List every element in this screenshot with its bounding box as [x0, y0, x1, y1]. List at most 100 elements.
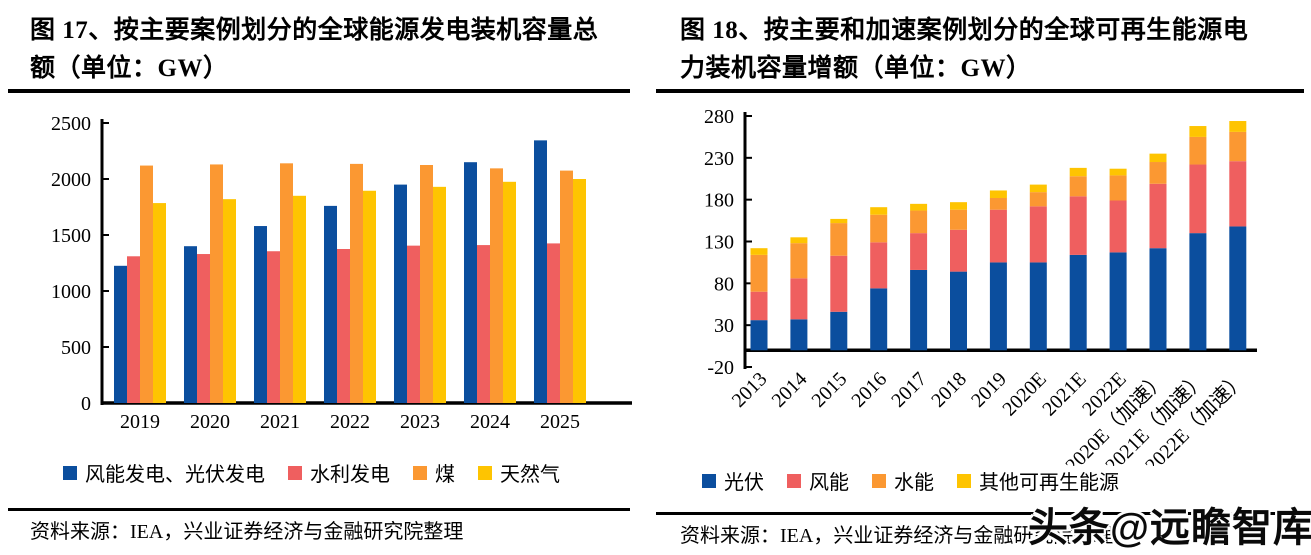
segment-2021E（加速）-其他可再生能源: [1189, 126, 1207, 137]
segment-2013-水能: [750, 254, 768, 292]
segment-2022E-其他可再生能源: [1109, 168, 1127, 176]
segment-2020E-其他可再生能源: [1029, 184, 1047, 193]
bar-2020-风能发电、光伏发电: [184, 246, 197, 403]
bar-2025-水利发电: [547, 243, 560, 403]
legend-swatch: [872, 473, 886, 488]
segment-2016-风能: [870, 242, 888, 289]
bar-2021-风能发电、光伏发电: [254, 226, 267, 403]
segment-2016-其他可再生能源: [870, 207, 888, 215]
legend-label: 风能: [809, 472, 849, 494]
bar-2024-煤: [490, 168, 503, 403]
y-tick-label: 30: [714, 315, 734, 337]
segment-2013-风能: [750, 291, 768, 321]
segment-2020E-水能: [1029, 192, 1047, 207]
legend-swatch: [957, 473, 971, 488]
legend-swatch: [288, 465, 302, 480]
segment-2020E（加速）-光伏: [1149, 248, 1167, 351]
x-tick-label: 2025: [540, 411, 580, 433]
legend-item: 其他可再生能源: [957, 466, 1119, 495]
segment-2017-光伏: [910, 269, 928, 351]
bar-2022-水利发电: [337, 249, 350, 403]
bar-2022-煤: [350, 163, 363, 403]
legend-item: 水利发电: [288, 458, 390, 487]
bar-2023-水利发电: [407, 245, 420, 403]
watermark: 头条@远瞻智库: [1028, 506, 1311, 550]
y-tick-label: 1000: [51, 281, 91, 303]
title-divider: [656, 89, 1304, 93]
segment-2015-光伏: [830, 311, 848, 351]
legend-item: 风能发电、光伏发电: [63, 458, 265, 487]
bar-2025-煤: [560, 170, 573, 403]
segment-2021E（加速）-光伏: [1189, 233, 1207, 351]
bar-2020-煤: [210, 164, 223, 403]
segment-2022E（加速）-水能: [1229, 131, 1247, 162]
grouped-bar-chart: 0 500 1000 1500 2000 2500 2019 2020 2021 2022 2023…: [51, 113, 632, 433]
segment-2017-水能: [910, 210, 928, 234]
x-tick-label: 2020: [190, 411, 230, 433]
bar-2022-天然气: [363, 190, 376, 403]
y-tick-label: 130: [704, 232, 734, 254]
bar-2020-水利发电: [197, 254, 210, 403]
figure-18-title-line1: 图 18、按主要和加速案例划分的全球可再生能源电: [680, 17, 1249, 44]
x-tick-label: 2020E: [998, 368, 1050, 420]
legend-swatch: [63, 465, 77, 480]
segment-2020E（加速）-风能: [1149, 183, 1167, 249]
x-tick-label: 2013: [728, 368, 772, 412]
x-tick-label: 2017: [887, 368, 931, 412]
segment-2017-风能: [910, 233, 928, 270]
figure-18-title-line2: 力装机容量增额（单位：GW）: [680, 55, 1032, 82]
segment-2020E-风能: [1029, 206, 1047, 263]
segment-2018-水能: [950, 209, 967, 230]
figure-17-title-line2: 额（单位：GW）: [30, 55, 229, 82]
legend-label: 风能发电、光伏发电: [85, 464, 265, 486]
figure-17-legend: 风能发电、光伏发电 水利发电 煤 天然气: [8, 458, 664, 487]
legend-label: 天然气: [500, 464, 560, 486]
legend-item: 水能: [872, 466, 934, 495]
segment-2022E（加速）-风能: [1229, 161, 1247, 227]
legend-label: 煤: [435, 464, 455, 486]
segment-2021E-水能: [1069, 176, 1087, 197]
segment-2014-风能: [790, 278, 808, 320]
segment-2020E（加速）-其他可再生能源: [1149, 153, 1167, 163]
figure-18-panel: 图 18、按主要和加速案例划分的全球可再生能源电 力装机容量增额（单位：GW） …: [656, 0, 1308, 555]
y-tick-label: 180: [704, 190, 734, 212]
segment-2019-光伏: [989, 262, 1007, 351]
x-tick-label: 2022: [330, 411, 370, 433]
legend-swatch: [478, 465, 492, 480]
figure-18-title: 图 18、按主要和加速案例划分的全球可再生能源电 力装机容量增额（单位：GW）: [680, 12, 1248, 88]
figure-17-title: 图 17、按主要案例划分的全球能源发电装机容量总 额（单位：GW）: [30, 12, 598, 88]
y-tick-label: -20: [707, 357, 734, 379]
bar-2023-风能发电、光伏发电: [394, 184, 407, 403]
x-tick-label: 2018: [927, 368, 971, 412]
y-tick-label: 1500: [51, 225, 91, 247]
segment-2022E（加速）-光伏: [1229, 226, 1247, 351]
segment-2014-光伏: [790, 319, 808, 351]
segment-2019-风能: [989, 209, 1007, 263]
bar-2023-煤: [420, 165, 433, 403]
figure-17-panel: 图 17、按主要案例划分的全球能源发电装机容量总 额（单位：GW） 0 500 10…: [8, 0, 644, 555]
segment-2019-其他可再生能源: [989, 190, 1007, 198]
stacked-bar-chart: -203080130180230280201320142015201620172…: [704, 106, 1257, 466]
x-tick-label: 2021E: [1038, 368, 1090, 420]
segment-2015-其他可再生能源: [830, 218, 848, 224]
segment-2021E-其他可再生能源: [1069, 167, 1087, 177]
legend-label: 其他可再生能源: [979, 472, 1119, 494]
source-divider: [8, 508, 630, 511]
x-tick-label: 2015: [807, 368, 851, 412]
x-tick-label: 2023: [400, 411, 440, 433]
bar-2023-天然气: [433, 186, 446, 403]
y-tick-label: 280: [704, 106, 734, 128]
segment-2021E（加速）-水能: [1189, 136, 1207, 165]
x-tick-label: 2019: [120, 411, 160, 433]
x-tick-label: 2024: [470, 411, 510, 433]
figure-17-title-line1: 图 17、按主要案例划分的全球能源发电装机容量总: [30, 17, 599, 44]
bar-2024-水利发电: [477, 245, 490, 403]
y-tick-label: 2500: [51, 113, 91, 135]
legend-swatch: [413, 465, 427, 480]
segment-2022E-风能: [1109, 200, 1127, 253]
segment-2018-其他可再生能源: [950, 202, 967, 210]
bar-2022-风能发电、光伏发电: [324, 205, 337, 403]
legend-swatch: [787, 473, 801, 488]
segment-2015-风能: [830, 255, 848, 312]
legend-item: 风能: [787, 466, 849, 495]
